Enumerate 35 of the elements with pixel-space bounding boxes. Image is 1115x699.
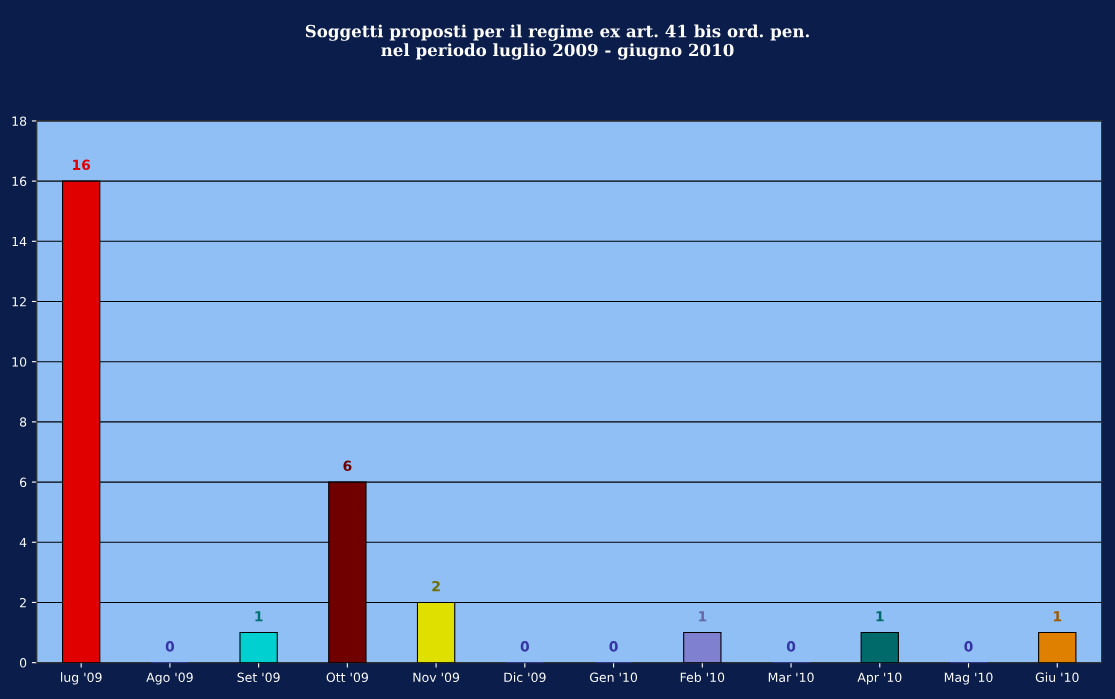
- x-tick-label: Nov '09: [413, 672, 460, 683]
- y-tick-label: 14: [12, 236, 27, 247]
- y-tick-label: 4: [19, 537, 27, 548]
- y-tick-label: 18: [12, 116, 27, 126]
- data-label: 16: [73, 159, 91, 171]
- x-tick-label: Mar '10: [768, 672, 814, 683]
- data-label: 0: [520, 641, 530, 652]
- x-tick-label: Set '09: [237, 672, 280, 683]
- x-tick-label: Apr '10: [857, 672, 902, 685]
- x-tick-label: Ago '09: [146, 672, 193, 685]
- x-tick-label: Ott '09: [326, 672, 368, 683]
- y-tick-label: 6: [19, 477, 27, 487]
- x-tick-label: Gen '10: [589, 672, 638, 683]
- data-label: 6: [343, 460, 352, 472]
- data-label: 2: [432, 580, 440, 592]
- x-tick-label: Dic '09: [504, 672, 546, 683]
- data-label: 0: [165, 641, 175, 652]
- data-label: 1: [876, 611, 884, 622]
- y-tick-label: 10: [12, 357, 27, 367]
- data-label: 0: [964, 641, 973, 652]
- x-tick-label: lug '09: [61, 672, 102, 685]
- data-label: 0: [609, 641, 618, 652]
- x-tick-label: Giu '10: [1035, 672, 1079, 683]
- y-tick-label: 12: [12, 296, 26, 307]
- data-label: 0: [786, 641, 796, 652]
- data-label: 1: [699, 611, 707, 622]
- x-tick-label: Feb '10: [680, 672, 725, 683]
- y-tick-label: 8: [19, 417, 27, 427]
- chart-title: Soggetti proposti per il regime ex art. 41 bis ord. pen. nel periodo luglio 2009 - giugno 2010: [305, 24, 809, 60]
- y-tick-label: 0: [19, 658, 27, 668]
- data-label: 1: [255, 611, 263, 622]
- data-label: 1: [1053, 611, 1062, 622]
- y-tick-label: 16: [12, 176, 27, 187]
- y-tick-label: 2: [20, 597, 26, 608]
- x-tick-label: Mag '10: [944, 672, 993, 685]
